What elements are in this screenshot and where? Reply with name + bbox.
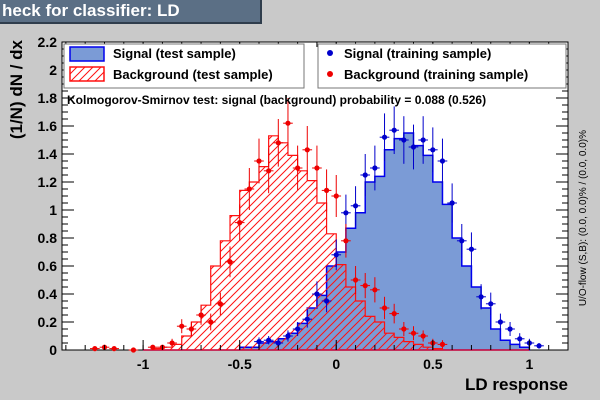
background-train-point [389, 303, 400, 324]
signal-train-point [379, 113, 390, 161]
background-train-point [215, 292, 226, 315]
background-train-point [292, 145, 303, 191]
y-tick-label: 2 [49, 62, 57, 78]
background-train-point [321, 169, 332, 212]
y-tick-label: 1.6 [38, 118, 58, 134]
x-tick-label: 0 [332, 356, 340, 372]
signal-train-point [408, 124, 419, 170]
background-train-point [312, 145, 322, 191]
legend-background-train: Background (training sample) [344, 67, 528, 82]
x-axis-label: LD response [465, 375, 568, 394]
background-train-point [225, 246, 235, 278]
background-train-point [263, 148, 274, 194]
signal-train-point [399, 116, 409, 164]
legend-train-box [317, 43, 567, 89]
x-tick-label: 0.5 [423, 356, 443, 372]
y-tick-label: 1 [49, 202, 57, 218]
y-tick-label: 0.6 [38, 258, 58, 274]
y-tick-label: 0.2 [38, 314, 58, 330]
background-train-point [90, 346, 100, 352]
training-points [90, 98, 544, 353]
background-train-point [128, 347, 139, 353]
background-train-point [244, 168, 255, 210]
y-tick-label: 2.2 [38, 34, 58, 50]
signal-train-point [418, 116, 428, 164]
legend-signal-test-swatch [69, 46, 105, 62]
background-train-point [109, 346, 119, 352]
signal-train-point [283, 330, 293, 342]
signal-train-point [466, 232, 477, 266]
background-train-point [186, 322, 197, 336]
background-train-point [408, 326, 419, 341]
background-train-point [234, 204, 245, 241]
background-train-point [379, 296, 390, 320]
background-train-point [167, 338, 177, 348]
signal-train-point [427, 127, 438, 173]
background-train-point [196, 305, 206, 325]
signal-train-point [263, 336, 274, 345]
background-train-point [418, 330, 428, 342]
background-train-point [370, 277, 380, 303]
y-tick-label: 0.8 [38, 230, 58, 246]
y-tick-label: 0 [49, 342, 57, 358]
background-train-point [437, 340, 448, 349]
signal-train-point [360, 154, 371, 196]
signal-train-point [350, 186, 361, 226]
x-tick-label: -0.5 [228, 356, 252, 372]
legend-background-test-swatch [69, 66, 105, 82]
axes: -1 -0.5 0 0.5 1 0 0.2 0.4 0.6 0.8 1 1.2 1.4 1.6 1.8 2 2.… [38, 34, 569, 372]
ks-test-annotation: Kolmogorov-Smirnov test: signal (backgro… [67, 93, 486, 107]
window-title: heck for classifier: LD [0, 0, 262, 24]
background-train-point [302, 126, 313, 174]
signal-train-point [321, 289, 332, 313]
x-tick-label: 1 [525, 356, 533, 372]
legend-background-test: Background (test sample) [113, 67, 273, 82]
y-tick-label: 1.4 [38, 146, 58, 162]
background-train-point [341, 224, 351, 258]
y-tick-label: 1.8 [38, 90, 58, 106]
legend-signal-train: Signal (training sample) [344, 46, 491, 61]
signal-train-point [456, 224, 467, 258]
overflow-label: U/O-flow (S,B): (0.0, 0.0)% / (0.0, 0.0)… [578, 130, 589, 306]
signal-train-point [514, 333, 525, 345]
x-tick-label: -1 [137, 356, 150, 372]
background-train-point [350, 266, 361, 294]
y-axis-label: (1/N) dN / dx [7, 39, 26, 139]
signal-train-point [505, 322, 515, 336]
signal-train-point [292, 322, 303, 336]
signal-train-point [476, 284, 486, 310]
background-train-point [176, 319, 187, 334]
signal-train-point [302, 310, 313, 328]
legend-signal-test: Signal (test sample) [113, 46, 236, 61]
background-train-point [273, 119, 284, 167]
background-train-point [360, 273, 371, 299]
signal-train-point [495, 313, 506, 331]
background-train-point [147, 344, 158, 350]
background-train-point [283, 98, 293, 149]
signal-train-point [370, 145, 380, 191]
y-tick-label: 1.2 [38, 174, 58, 190]
background-train-point [331, 175, 342, 217]
signal-train-point [312, 281, 322, 307]
signal-train-point [254, 337, 264, 346]
y-tick-label: 0.4 [38, 286, 58, 302]
legend-signal-train-marker [327, 50, 333, 56]
signal-train-point [485, 292, 496, 315]
signal-train-point [534, 343, 544, 349]
signal-train-point [437, 138, 448, 184]
background-train-point [399, 322, 409, 336]
background-train-point [254, 138, 264, 184]
background-train-point [205, 313, 216, 331]
signal-train-point [447, 183, 457, 223]
signal-train-point [331, 239, 342, 271]
legend-background-train-marker [327, 71, 333, 77]
signal-train-point [389, 106, 400, 154]
